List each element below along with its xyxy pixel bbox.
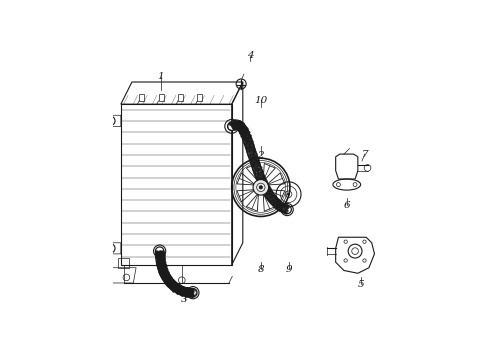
Circle shape	[259, 186, 263, 189]
Text: 5: 5	[357, 280, 364, 289]
Text: 9: 9	[286, 265, 293, 274]
Text: 3: 3	[181, 295, 188, 304]
Text: 10: 10	[255, 95, 268, 104]
Text: 4: 4	[247, 51, 254, 60]
Text: 1: 1	[158, 72, 164, 81]
Circle shape	[253, 180, 269, 195]
Text: 7: 7	[362, 150, 368, 158]
Circle shape	[288, 193, 290, 195]
Text: 2: 2	[258, 151, 264, 160]
Text: 6: 6	[343, 201, 350, 210]
Text: 8: 8	[258, 265, 264, 274]
